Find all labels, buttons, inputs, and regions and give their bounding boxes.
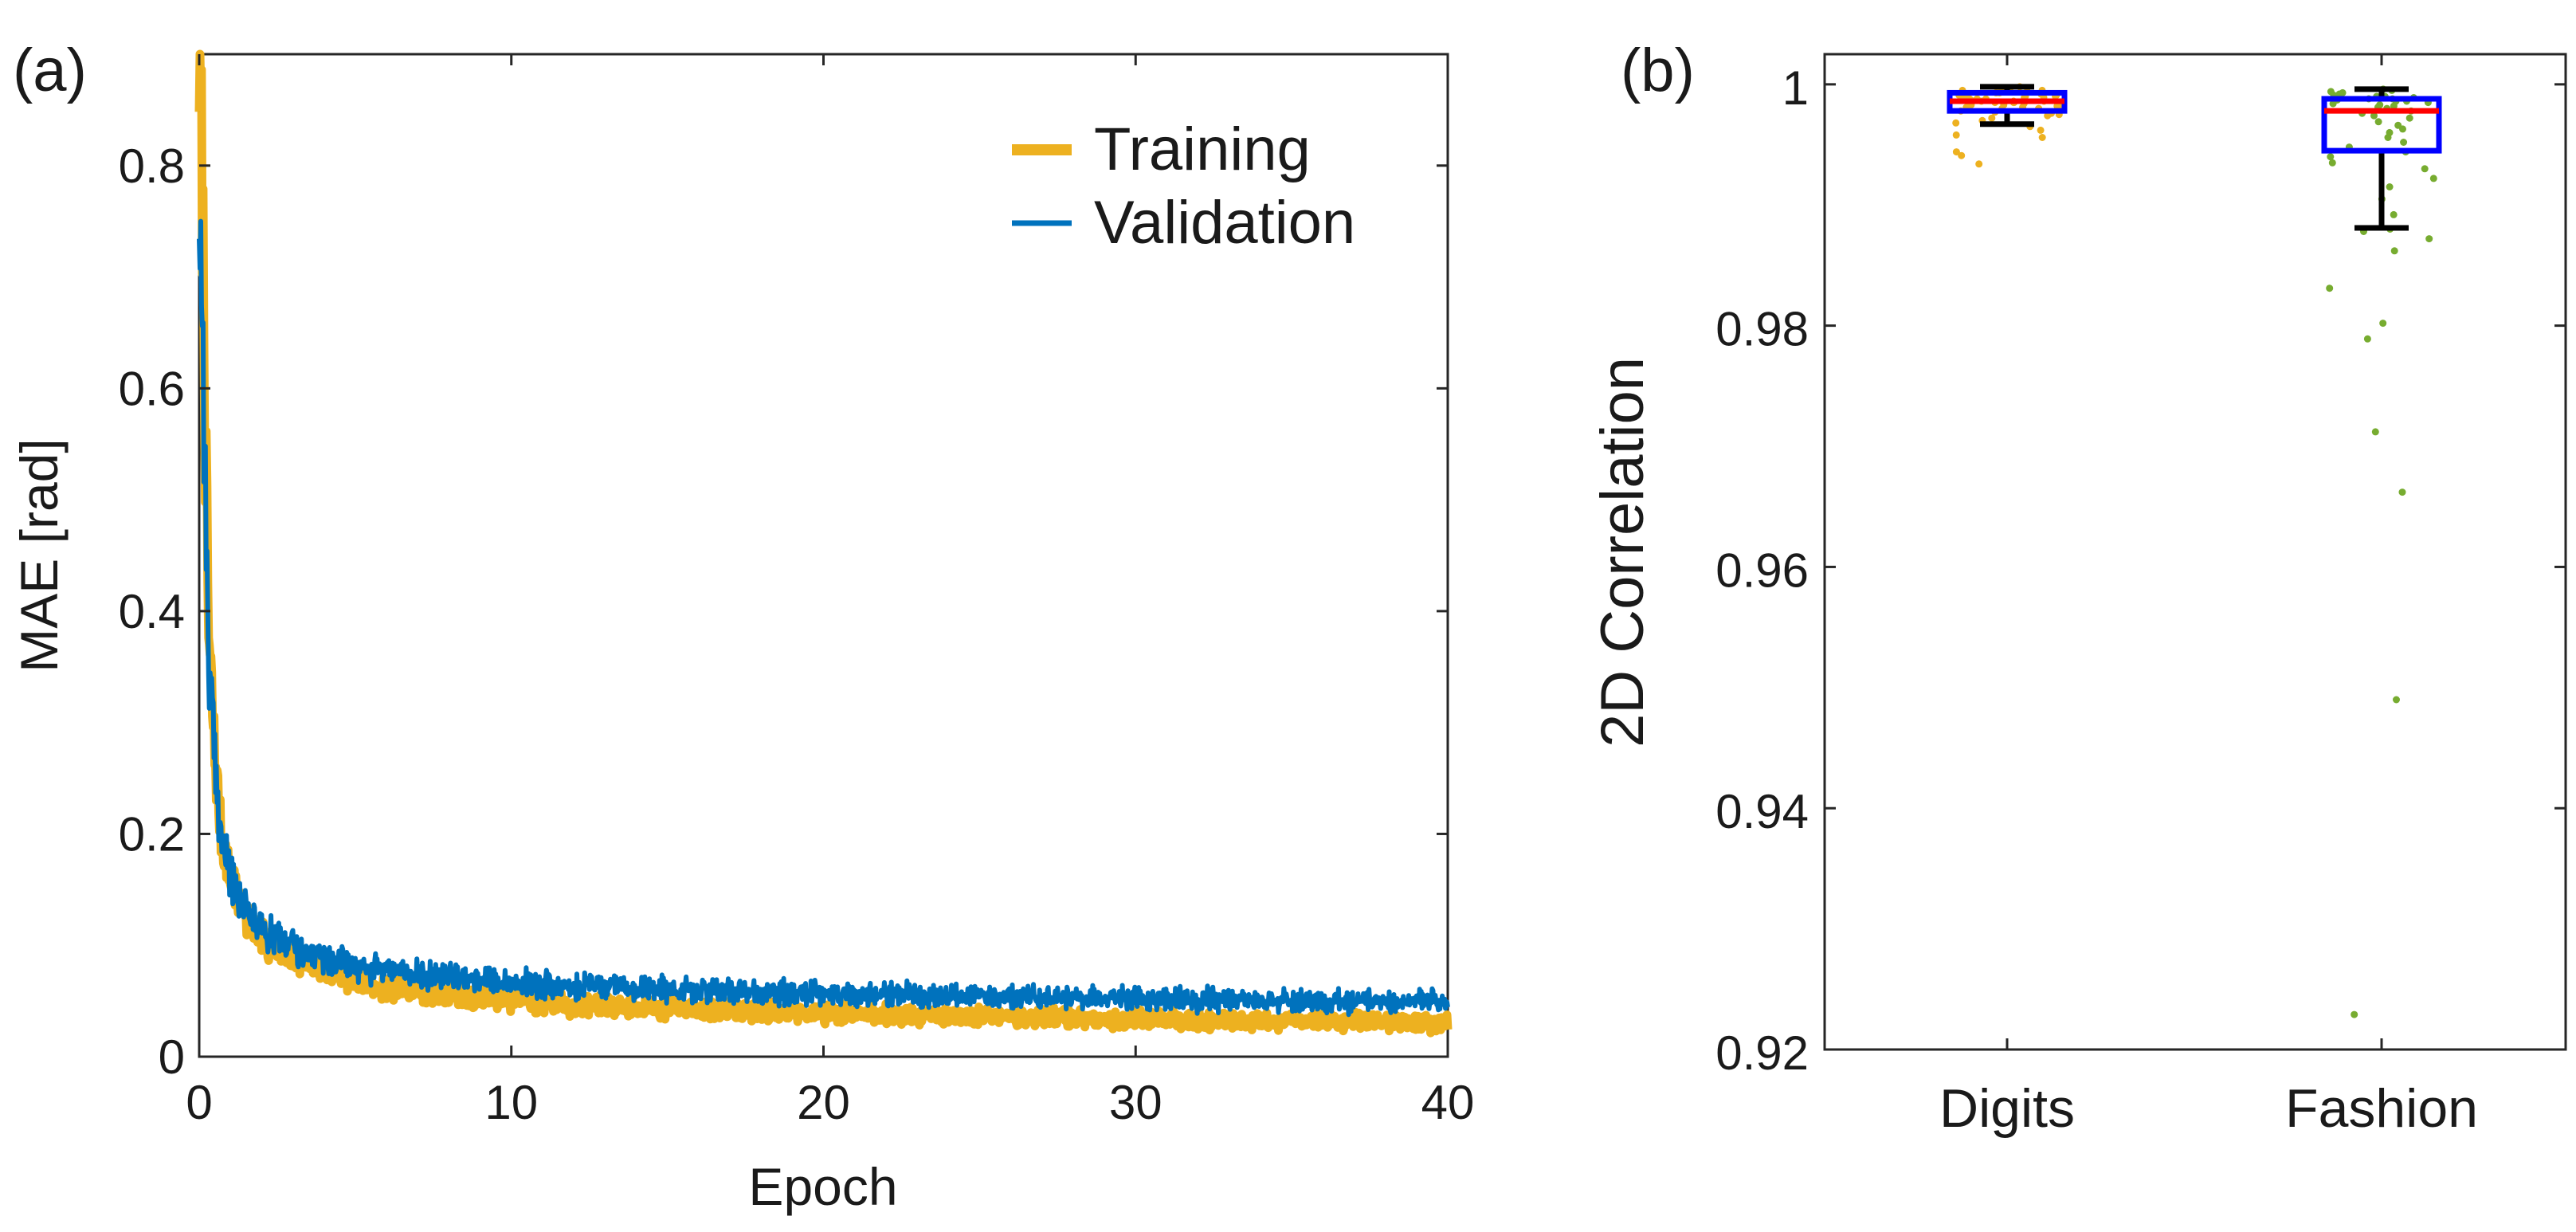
panel-a-series [194, 49, 1453, 1038]
data-point [2398, 488, 2406, 496]
panel-a-xlabel: Epoch [748, 1157, 897, 1216]
data-point [2037, 126, 2045, 134]
data-point [2421, 165, 2429, 173]
y-tick-label: 0.2 [119, 807, 185, 861]
y-tick-label: 0.98 [1715, 303, 1809, 356]
legend-training-label: Training [1094, 116, 1311, 183]
data-point [2405, 114, 2413, 122]
data-point [2386, 183, 2394, 190]
data-point [2371, 428, 2379, 436]
data-point [2339, 88, 2347, 96]
x-tick-label: 20 [797, 1076, 850, 1129]
data-point [2379, 320, 2387, 328]
legend-validation-label: Validation [1094, 189, 1355, 257]
panel-b-boxes [1947, 84, 2442, 231]
data-point [2394, 121, 2402, 129]
legend: Training Validation [1012, 116, 1355, 257]
data-point [2390, 247, 2398, 255]
data-point [2328, 159, 2336, 167]
panel-b-ticks: 0.92 0.94 0.96 0.98 1 Digits Fashion [1715, 54, 2566, 1139]
data-point [2429, 175, 2437, 182]
y-tick-label: 0.4 [119, 585, 185, 638]
y-tick-label: 0.92 [1715, 1026, 1809, 1080]
panel-b-chart: 0.92 0.94 0.96 0.98 1 Digits Fashion 2D Correl… [1589, 53, 2567, 1139]
data-point [2425, 235, 2433, 243]
data-point [2327, 88, 2335, 96]
category-label: Digits [1939, 1078, 2075, 1139]
y-tick-label: 0.96 [1715, 543, 1809, 597]
data-point [2393, 696, 2400, 704]
panel-a-label: (a) [13, 37, 87, 104]
data-point [2351, 1010, 2358, 1018]
data-point [2374, 118, 2382, 126]
x-tick-label: 10 [484, 1076, 538, 1129]
data-point [1952, 119, 1960, 127]
data-point [2400, 139, 2408, 146]
y-tick-label: 1 [1782, 61, 1809, 115]
data-point [2038, 134, 2046, 141]
data-point [2376, 101, 2384, 109]
data-point [2326, 284, 2334, 292]
category-label: Fashion [2285, 1078, 2478, 1139]
training-line [194, 49, 1453, 1038]
y-tick-label: 0.8 [119, 139, 185, 193]
panel-a-ylabel: MAE [rad] [10, 438, 69, 672]
data-point [1988, 114, 1996, 122]
panel-a-axes-box [198, 53, 1449, 1058]
data-point [2363, 335, 2371, 343]
data-point [2386, 128, 2394, 136]
panel-b-axes-box [1823, 53, 2567, 1051]
panel-a-chart: 0 10 20 30 40 0 0.2 0.4 0.6 0.8 Epoch MAE [rad] T… [10, 49, 1475, 1216]
data-point [2327, 153, 2335, 161]
data-point [1952, 131, 1960, 139]
x-tick-label: 0 [186, 1076, 212, 1129]
y-tick-label: 0.6 [119, 362, 185, 415]
data-point [1958, 151, 1966, 159]
data-point [1975, 160, 1983, 168]
x-tick-label: 30 [1109, 1076, 1163, 1129]
y-tick-label: 0 [159, 1030, 185, 1084]
panel-b-ylabel: 2D Correlation [1589, 357, 1657, 747]
x-tick-label: 40 [1421, 1076, 1475, 1129]
data-point [2370, 112, 2378, 120]
y-tick-label: 0.94 [1715, 785, 1809, 838]
data-point [1952, 148, 1960, 156]
data-point [2390, 210, 2398, 218]
validation-line [197, 218, 1450, 1018]
panel-a-ticks: 0 10 20 30 40 0 0.2 0.4 0.6 0.8 [119, 54, 1475, 1129]
box-iqr [2321, 96, 2442, 154]
panel-b-label: (b) [1621, 37, 1695, 104]
